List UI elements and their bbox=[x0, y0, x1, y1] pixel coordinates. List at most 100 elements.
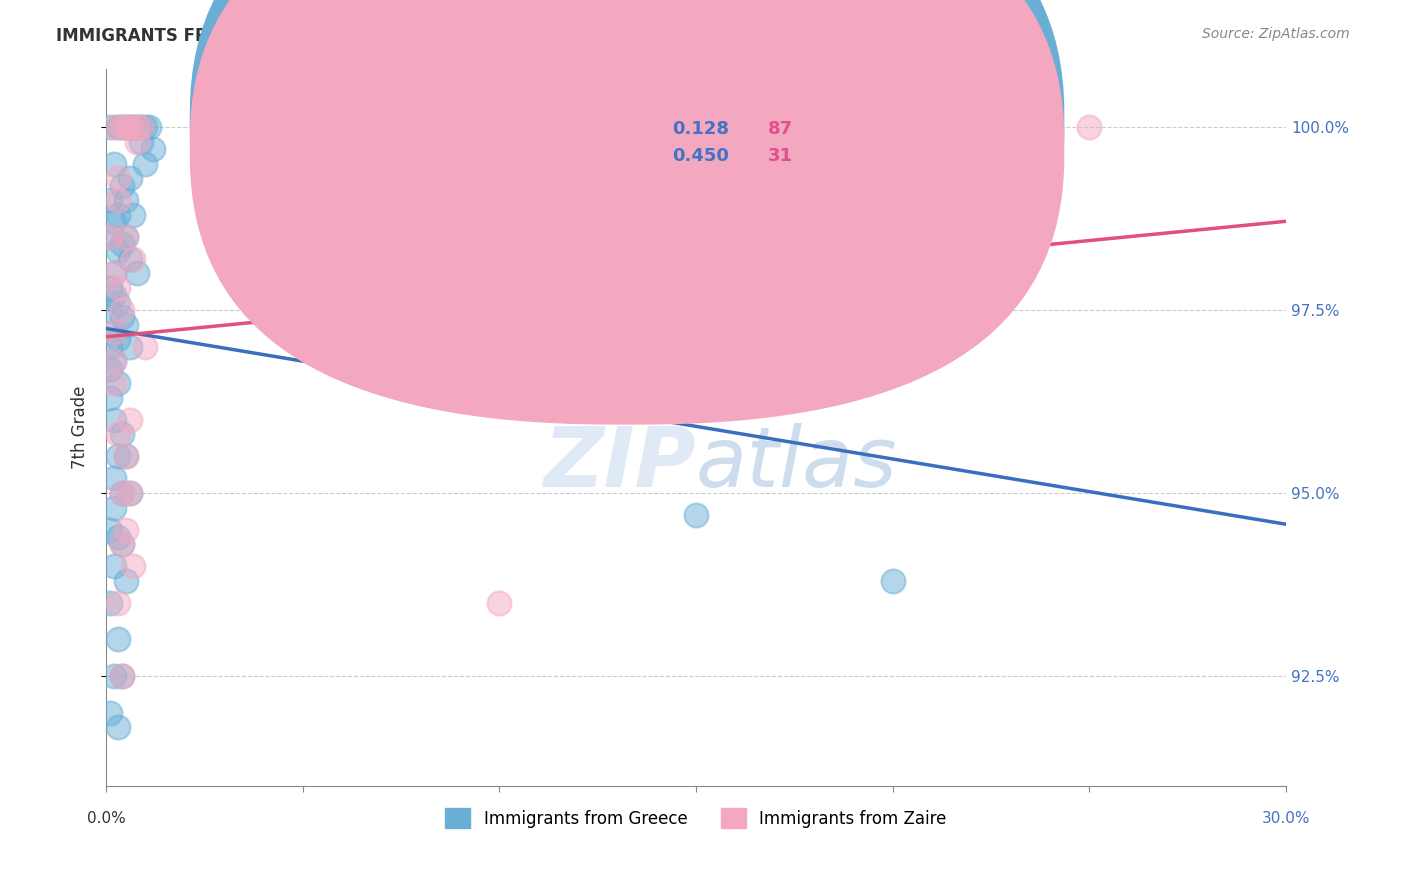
Text: 0.128: 0.128 bbox=[672, 120, 730, 138]
Point bbox=[98, 523, 121, 537]
Point bbox=[107, 194, 129, 208]
Point bbox=[118, 413, 141, 427]
Point bbox=[103, 267, 125, 281]
Point bbox=[131, 120, 153, 134]
Point bbox=[118, 171, 141, 186]
Point bbox=[114, 523, 136, 537]
Point bbox=[107, 376, 129, 391]
Point bbox=[98, 391, 121, 405]
Point bbox=[107, 596, 129, 610]
Point bbox=[107, 281, 129, 295]
Point bbox=[98, 340, 121, 354]
Point bbox=[131, 135, 153, 149]
Point bbox=[103, 500, 125, 515]
Point bbox=[98, 281, 121, 295]
Point bbox=[122, 208, 145, 222]
Point bbox=[488, 230, 510, 244]
Point bbox=[118, 120, 141, 134]
Point bbox=[107, 427, 129, 442]
Point bbox=[107, 120, 129, 134]
Point bbox=[98, 596, 121, 610]
Point bbox=[127, 120, 149, 134]
Text: 0.0%: 0.0% bbox=[87, 812, 125, 826]
Point bbox=[114, 574, 136, 588]
Point bbox=[114, 450, 136, 464]
Point bbox=[111, 486, 134, 500]
Text: ZIP: ZIP bbox=[543, 423, 696, 503]
Point bbox=[107, 295, 129, 310]
Point bbox=[114, 194, 136, 208]
Point bbox=[488, 596, 510, 610]
Point bbox=[111, 537, 134, 551]
Point bbox=[131, 120, 153, 134]
Point bbox=[111, 237, 134, 252]
Point bbox=[111, 120, 134, 134]
Point bbox=[98, 230, 121, 244]
Point bbox=[103, 354, 125, 368]
Point bbox=[118, 120, 141, 134]
Point bbox=[103, 559, 125, 574]
Point bbox=[103, 215, 125, 229]
Point bbox=[107, 171, 129, 186]
Point bbox=[107, 530, 129, 544]
Point bbox=[685, 508, 707, 522]
Point bbox=[127, 267, 149, 281]
Point bbox=[142, 142, 165, 156]
Text: R =  0.128   N =  87: R = 0.128 N = 87 bbox=[640, 120, 821, 138]
Point bbox=[118, 486, 141, 500]
Point bbox=[127, 120, 149, 134]
Point bbox=[107, 208, 129, 222]
Point bbox=[98, 303, 121, 318]
Point bbox=[1078, 120, 1101, 134]
Point bbox=[103, 267, 125, 281]
Legend: Immigrants from Greece, Immigrants from Zaire: Immigrants from Greece, Immigrants from … bbox=[439, 801, 953, 835]
Point bbox=[122, 559, 145, 574]
Point bbox=[111, 178, 134, 193]
Point bbox=[882, 574, 904, 588]
Text: Source: ZipAtlas.com: Source: ZipAtlas.com bbox=[1202, 27, 1350, 41]
Point bbox=[118, 340, 141, 354]
Point bbox=[103, 325, 125, 339]
Y-axis label: 7th Grade: 7th Grade bbox=[72, 385, 89, 469]
Text: atlas: atlas bbox=[696, 423, 897, 503]
Point bbox=[103, 120, 125, 134]
Point bbox=[98, 361, 121, 376]
Text: 31: 31 bbox=[768, 147, 793, 165]
Point bbox=[114, 230, 136, 244]
Point bbox=[291, 171, 314, 186]
Point bbox=[107, 720, 129, 734]
Point bbox=[107, 450, 129, 464]
Point bbox=[103, 354, 125, 368]
Point bbox=[103, 288, 125, 302]
Text: 87: 87 bbox=[768, 120, 793, 138]
Point bbox=[114, 318, 136, 332]
Text: IMMIGRANTS FROM GREECE VS IMMIGRANTS FROM ZAIRE 7TH GRADE CORRELATION CHART: IMMIGRANTS FROM GREECE VS IMMIGRANTS FRO… bbox=[56, 27, 915, 45]
Point bbox=[107, 244, 129, 259]
Point bbox=[107, 632, 129, 647]
Point bbox=[111, 303, 134, 318]
Point bbox=[107, 332, 129, 346]
Point bbox=[98, 194, 121, 208]
Point bbox=[114, 120, 136, 134]
Point bbox=[134, 340, 156, 354]
Text: 0.450: 0.450 bbox=[672, 147, 728, 165]
Point bbox=[103, 325, 125, 339]
Point bbox=[98, 120, 121, 134]
Point bbox=[111, 669, 134, 683]
Point bbox=[138, 120, 160, 134]
Point bbox=[103, 376, 125, 391]
Point bbox=[114, 120, 136, 134]
Point bbox=[111, 669, 134, 683]
Point bbox=[98, 706, 121, 720]
Point bbox=[111, 427, 134, 442]
Point bbox=[111, 486, 134, 500]
Point bbox=[103, 413, 125, 427]
Point bbox=[127, 135, 149, 149]
Point bbox=[103, 156, 125, 170]
Point bbox=[111, 537, 134, 551]
Point bbox=[98, 230, 121, 244]
Point bbox=[103, 669, 125, 683]
Point bbox=[111, 310, 134, 325]
Point bbox=[114, 450, 136, 464]
Point bbox=[118, 252, 141, 266]
